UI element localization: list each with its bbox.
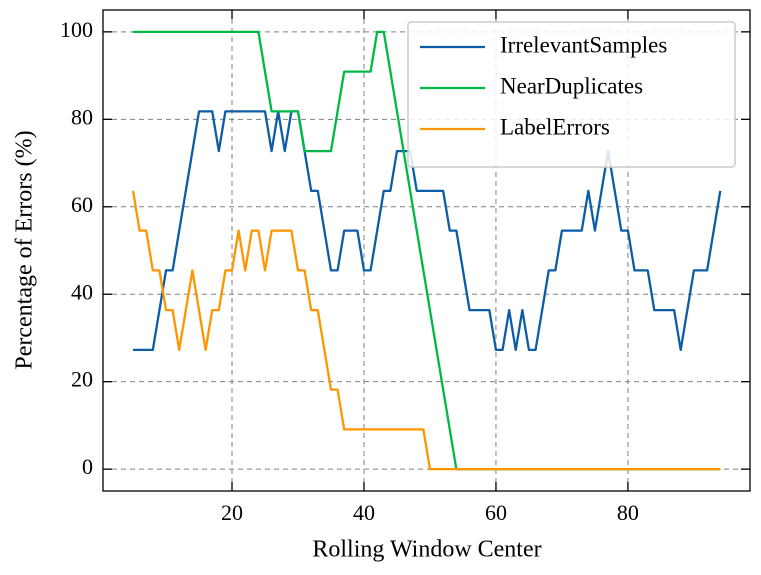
data-line — [131, 190, 721, 471]
y-tick-label: 80 — [71, 104, 93, 129]
data-line — [133, 110, 722, 352]
legend-label: LabelErrors — [500, 114, 610, 139]
plot-frame — [102, 9, 751, 492]
x-tick-label: 20 — [221, 500, 243, 525]
data-line — [133, 30, 721, 471]
y-tick-label: 100 — [60, 17, 93, 42]
y-axis-label: Percentage of Errors (%) — [12, 130, 38, 369]
y-tick-label: 60 — [71, 192, 93, 217]
x-tick-label: 40 — [353, 500, 375, 525]
legend-box — [407, 21, 736, 168]
y-tick-label: 20 — [71, 367, 93, 392]
y-tick-label: 40 — [71, 279, 93, 304]
x-axis-label: Rolling Window Center — [312, 537, 541, 563]
legend-label: IrrelevantSamples — [500, 32, 667, 57]
y-tick-label: 0 — [82, 454, 93, 479]
legend-label: NearDuplicates — [500, 73, 643, 98]
x-tick-label: 60 — [485, 500, 507, 525]
x-tick-label: 80 — [617, 500, 639, 525]
